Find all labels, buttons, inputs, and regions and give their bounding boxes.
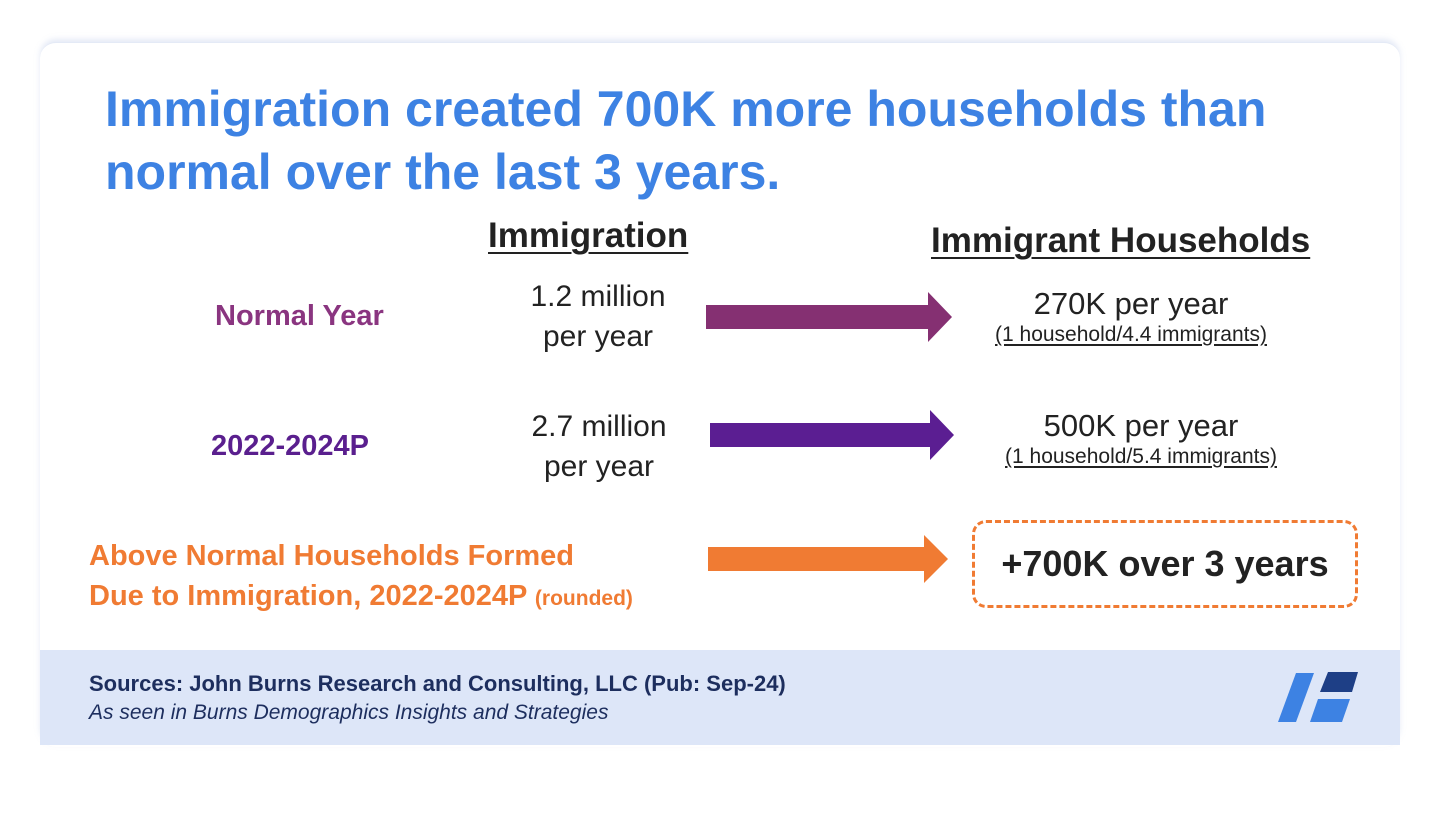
households-ratio: (1 household/4.4 immigrants) bbox=[995, 323, 1267, 346]
households-value-normal-year: 270K per year (1 household/4.4 immigrant… bbox=[946, 286, 1316, 348]
row-label-2022-2024p: 2022-2024P bbox=[211, 430, 370, 462]
arrow-2022-2024p-icon bbox=[710, 410, 954, 460]
seen-in-text: As seen in Burns Demographics Insights a… bbox=[89, 701, 609, 724]
burns-logo-icon bbox=[1278, 672, 1358, 722]
slide-card bbox=[40, 42, 1400, 747]
footer-bar: Sources: John Burns Research and Consult… bbox=[40, 650, 1400, 745]
immigration-unit: per year bbox=[543, 450, 655, 483]
immigration-value-2022-2024p: 2.7 million per year bbox=[489, 407, 709, 487]
above-normal-label: Above Normal Households Formed Due to Im… bbox=[89, 536, 633, 619]
above-normal-line1: Above Normal Households Formed bbox=[89, 540, 575, 572]
above-normal-line2: Due to Immigration, 2022-2024P (rounded) bbox=[89, 580, 633, 612]
result-box: +700K over 3 years bbox=[972, 520, 1358, 608]
immigration-unit: per year bbox=[542, 320, 654, 353]
slide-title: Immigration created 700K more households… bbox=[105, 81, 1267, 200]
result-value: +700K over 3 years bbox=[1001, 543, 1329, 584]
immigration-amount: 2.7 million bbox=[531, 410, 667, 443]
sources-text: Sources: John Burns Research and Consult… bbox=[89, 671, 786, 696]
households-value-2022-2024p: 500K per year (1 household/5.4 immigrant… bbox=[956, 408, 1326, 470]
households-ratio: (1 household/5.4 immigrants) bbox=[1005, 445, 1277, 468]
rounded-note: (rounded) bbox=[534, 587, 633, 610]
column-header-households: Immigrant Households bbox=[931, 221, 1311, 260]
column-header-immigration: Immigration bbox=[488, 216, 689, 255]
arrow-normal-year-icon bbox=[706, 292, 952, 342]
households-amount: 270K per year bbox=[1033, 286, 1229, 321]
arrow-above-normal-icon bbox=[708, 535, 948, 583]
row-label-normal-year: Normal Year bbox=[215, 300, 384, 332]
households-amount: 500K per year bbox=[1043, 408, 1239, 443]
immigration-amount: 1.2 million bbox=[530, 280, 666, 313]
immigration-value-normal-year: 1.2 million per year bbox=[488, 277, 708, 357]
